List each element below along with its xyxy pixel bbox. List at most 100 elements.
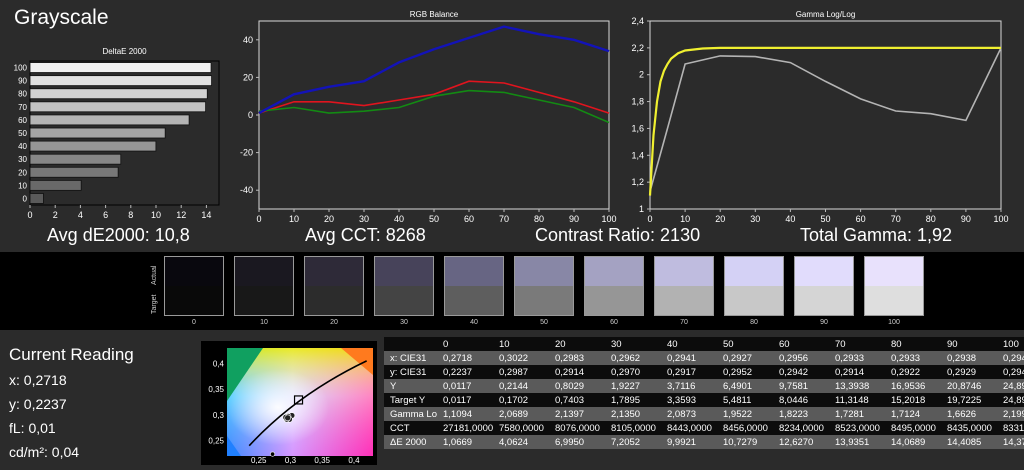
swatch-actual (725, 257, 783, 286)
gamma-xtick-label: 0 (647, 214, 652, 224)
table-cell: 6,4901 (717, 379, 773, 393)
table-cell: 15,2018 (885, 393, 941, 407)
table-cell: 8234,0000 (773, 421, 829, 435)
table-cell: 4,0624 (493, 435, 549, 449)
rgb-xtick-label: 20 (324, 214, 334, 224)
swatch-actual (865, 257, 923, 286)
table-cell: 0,2987 (493, 365, 549, 379)
table-row-label: Target Y (384, 393, 437, 407)
data-table-wrap: 0 10 20 30 40 50 60 70 80 90 100 x: CIE31 0,2718 0,30… (384, 337, 1024, 467)
rgb-ytick-label: -20 (240, 148, 253, 158)
table-cell: 8495,0000 (885, 421, 941, 435)
table-header-cell: 0 (437, 337, 493, 351)
cie-measured-point (284, 414, 291, 422)
deltae-ytick-label: 30 (18, 155, 27, 164)
swatch-actual (585, 257, 643, 286)
table-row: CCT 27181,0000 7580,0000 8076,0000 8105,0000… (384, 421, 1024, 435)
table-cell: 8076,0000 (549, 421, 605, 435)
deltae-bar (29, 75, 212, 87)
table-cell: 13,3938 (829, 379, 885, 393)
rgb-xtick-label: 50 (429, 214, 439, 224)
table-cell: 24,89 (997, 393, 1024, 407)
swatch-target (515, 286, 573, 315)
cie-xtick-label: 0,4 (348, 456, 360, 465)
rgb-series-blue (258, 25, 610, 115)
swatch-actual (235, 257, 293, 286)
table-row-label: ΔE 2000 (384, 435, 437, 449)
deltae-chart: DeltaE 2000 0 10 20 30 40 50 60 70 80 90 100 0 2 4 6 8 10… (14, 47, 220, 220)
rgb-xtick-label: 10 (289, 214, 299, 224)
gamma-xtick-label: 80 (926, 214, 936, 224)
table-cell: 14,0689 (885, 435, 941, 449)
table-cell: 2,0873 (661, 407, 717, 421)
cie-ytick-label: 0,4 (213, 359, 225, 368)
swatch-actual (165, 257, 223, 286)
current-reading-title: Current Reading (9, 345, 134, 364)
table-cell: 2,0689 (493, 407, 549, 421)
swatch-actual (795, 257, 853, 286)
table-row-label: Y (384, 379, 437, 393)
table-row: Target Y 0,0117 0,1702 0,7403 1,7895 3,3593 5,… (384, 393, 1024, 407)
swatch-label: 20 (330, 319, 338, 326)
table-cell: 0,2956 (773, 351, 829, 365)
table-cell: 11,3148 (829, 393, 885, 407)
total-gamma-metric: Total Gamma: 1,92 (800, 225, 953, 245)
gamma-xtick-label: 10 (680, 214, 690, 224)
reading-fl: fL: 0,01 (9, 420, 56, 436)
table-header-cell: 70 (829, 337, 885, 351)
table-cell: 16,9536 (885, 379, 941, 393)
deltae-ytick-label: 20 (18, 168, 27, 177)
deltae-ytick-label: 80 (18, 90, 27, 99)
rgb-balance-chart: RGB Balance 40 20 0 -20 -40 0 10 20 30 40 50 60 70 80 9… (240, 10, 617, 224)
table-header-cell: 10 (493, 337, 549, 351)
cie-measured-point (270, 451, 276, 457)
gamma-xtick-label: 70 (891, 214, 901, 224)
reading-x: x: 0,2718 (9, 372, 67, 388)
rgb-xtick-label: 70 (499, 214, 509, 224)
table-cell: 9,9921 (661, 435, 717, 449)
table-cell: 8456,0000 (717, 421, 773, 435)
swatch-target (655, 286, 713, 315)
gamma-ytick-label: 1,6 (631, 123, 644, 133)
gamma-measured-line (649, 47, 1002, 192)
table-cell: 0,3022 (493, 351, 549, 365)
cie-ytick-label: 0,35 (208, 385, 224, 394)
table-cell: 19,7225 (941, 393, 997, 407)
deltae-bar (29, 127, 166, 139)
table-header-cell: 50 (717, 337, 773, 351)
table-cell: 1,7895 (605, 393, 661, 407)
deltae-ytick-label: 90 (18, 77, 27, 86)
table-row: Y 0,0117 0,2144 0,8029 1,9227 3,7116 6,4901 9,7… (384, 379, 1024, 393)
table-row-label: y: CIE31 (384, 365, 437, 379)
gamma-xtick-label: 90 (961, 214, 971, 224)
swatch-100 (864, 256, 924, 316)
rgb-xtick-label: 90 (569, 214, 579, 224)
gamma-ytick-label: 2,4 (631, 16, 644, 26)
table-row: y: CIE31 0,2237 0,2987 0,2914 0,2970 0,2917 0,… (384, 365, 1024, 379)
table-header-cell: 30 (605, 337, 661, 351)
swatch-target (795, 286, 853, 315)
rgb-xtick-label: 30 (359, 214, 369, 224)
table-cell: 20,8746 (941, 379, 997, 393)
table-cell: 10,7279 (717, 435, 773, 449)
rgb-xtick-label: 60 (464, 214, 474, 224)
table-cell: 1,0669 (437, 435, 493, 449)
swatch-target (165, 286, 223, 315)
deltae-xtick-label: 0 (27, 210, 32, 220)
table-cell: 0,2914 (549, 365, 605, 379)
deltae-ytick-label: 40 (18, 142, 27, 151)
swatch-label: 10 (260, 319, 268, 326)
gamma-plot-area (649, 20, 1002, 210)
table-cell: 0,2952 (717, 365, 773, 379)
reading-cd: cd/m²: 0,04 (9, 444, 80, 460)
table-cell: 0,2237 (437, 365, 493, 379)
deltae-bar (29, 153, 122, 165)
table-cell: 0,2927 (717, 351, 773, 365)
swatch-target (585, 286, 643, 315)
rgb-ytick-label: 40 (243, 35, 253, 45)
table-cell: 0,8029 (549, 379, 605, 393)
reading-y: y: 0,2237 (9, 396, 67, 412)
table-header-cell: 60 (773, 337, 829, 351)
cie-xtick-label: 0,25 (251, 456, 267, 465)
table-cell: 12,6270 (773, 435, 829, 449)
